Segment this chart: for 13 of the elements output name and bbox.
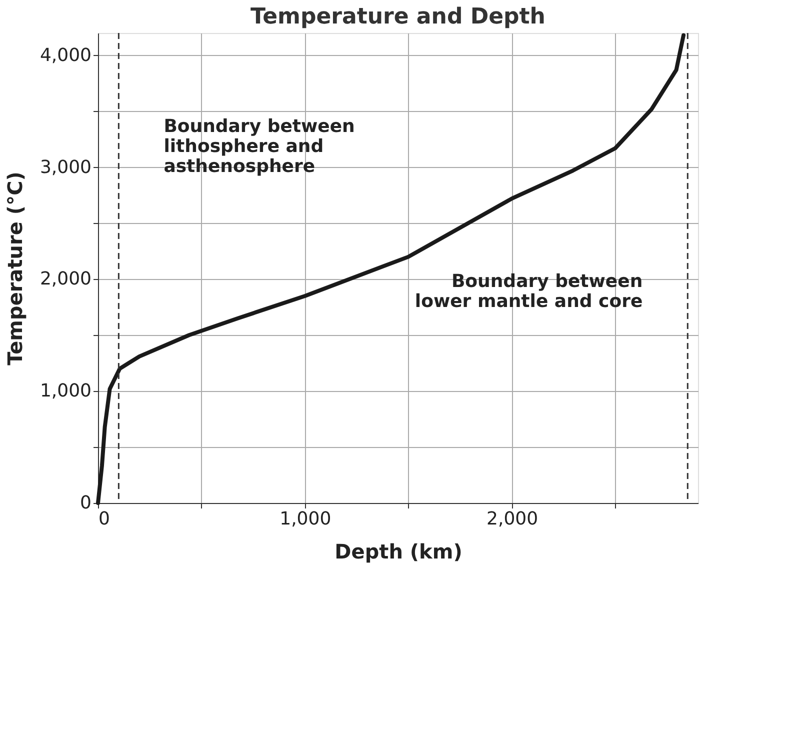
x-axis-title: Depth (km): [334, 540, 462, 564]
y-tick-label: 1,000: [40, 380, 92, 402]
x-tick-label: 0: [98, 508, 110, 530]
chart-title: Temperature and Depth: [250, 4, 546, 30]
ref-line-label: Boundary between lower mantle and core: [414, 271, 643, 312]
x-tick-label: 2,000: [486, 508, 538, 530]
y-axis-title: Temperature (°C): [2, 172, 27, 366]
y-tick-label: 0: [80, 492, 92, 514]
y-tick-label: 2,000: [40, 268, 92, 290]
y-tick-label: 4,000: [40, 44, 92, 66]
x-tick-label: 1,000: [280, 508, 332, 530]
y-tick-label: 3,000: [40, 156, 92, 178]
ref-line-label: Boundary between lithosphere and asthenosphere: [164, 116, 355, 177]
